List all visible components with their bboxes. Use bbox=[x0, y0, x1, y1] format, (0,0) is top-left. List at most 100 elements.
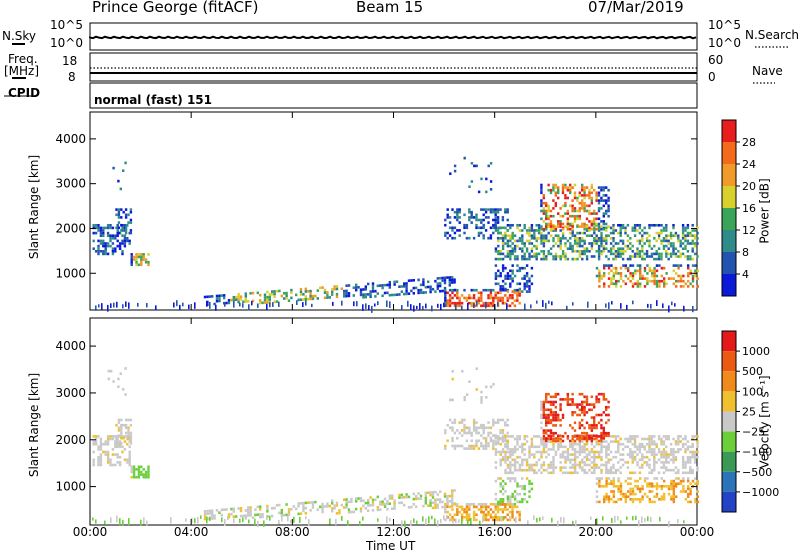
velocity-cell bbox=[540, 455, 543, 459]
power-cell bbox=[660, 239, 663, 243]
power-cell bbox=[499, 287, 502, 291]
power-cell bbox=[651, 279, 654, 283]
velocity-cell bbox=[431, 493, 435, 497]
velocity-cell bbox=[203, 515, 207, 518]
power-cell bbox=[227, 299, 231, 302]
power-cell bbox=[621, 250, 625, 253]
velocity-cell bbox=[595, 434, 598, 438]
velocity-cell bbox=[653, 463, 656, 467]
power-cell bbox=[422, 280, 425, 284]
velocity-cell bbox=[398, 501, 401, 505]
power-cell bbox=[371, 282, 375, 285]
velocity-cell bbox=[290, 519, 292, 523]
velocity-cell bbox=[629, 437, 632, 441]
velocity-cell bbox=[94, 440, 98, 443]
velocity-cell bbox=[689, 490, 692, 493]
power-cell bbox=[458, 296, 461, 300]
velocity-cell bbox=[484, 439, 488, 443]
power-cell bbox=[516, 224, 519, 227]
velocity-cell bbox=[583, 405, 586, 409]
power-cell bbox=[444, 304, 447, 308]
power-cell bbox=[242, 303, 244, 308]
velocity-cell bbox=[496, 503, 500, 506]
power-cell bbox=[446, 301, 449, 305]
velocity-cell bbox=[254, 513, 257, 517]
power-cell bbox=[513, 239, 517, 243]
power-cell bbox=[494, 216, 497, 219]
power-cell bbox=[501, 252, 505, 256]
power-cell bbox=[470, 210, 473, 214]
power-cell bbox=[511, 264, 514, 267]
power-cell bbox=[444, 299, 447, 302]
velocity-cell bbox=[506, 471, 510, 475]
power-cell bbox=[451, 208, 454, 211]
velocity-cell bbox=[117, 421, 121, 424]
velocity-cell bbox=[304, 501, 307, 505]
velocity-cell bbox=[211, 517, 214, 520]
power-cell bbox=[509, 224, 512, 227]
velocity-cell bbox=[97, 435, 100, 438]
velocity-cell bbox=[468, 508, 471, 511]
velocity-cell bbox=[576, 442, 579, 446]
velocity-cell bbox=[595, 495, 599, 498]
velocity-cell bbox=[211, 512, 214, 515]
power-cell bbox=[468, 216, 471, 219]
power-cell bbox=[494, 247, 498, 250]
power-cell bbox=[102, 239, 105, 243]
power-cell bbox=[549, 188, 553, 192]
power-cell bbox=[551, 301, 553, 306]
power-cell bbox=[261, 301, 264, 305]
power-cell bbox=[398, 293, 401, 296]
velocity-cell bbox=[549, 440, 553, 443]
power-cell bbox=[259, 293, 262, 297]
power-cell bbox=[653, 224, 656, 227]
velocity-cell bbox=[120, 426, 123, 430]
velocity-cell bbox=[506, 498, 510, 501]
power-cell bbox=[513, 304, 517, 308]
velocity-cell bbox=[114, 453, 117, 456]
velocity-cell bbox=[292, 505, 295, 508]
velocity-cell bbox=[239, 509, 243, 513]
velocity-cell bbox=[620, 520, 622, 524]
power-cell bbox=[629, 255, 632, 258]
velocity-cell bbox=[607, 442, 610, 446]
velocity-cell bbox=[547, 466, 550, 469]
power-cell bbox=[125, 301, 127, 307]
power-cell bbox=[569, 242, 572, 245]
velocity-cell bbox=[593, 458, 596, 462]
power-cell bbox=[97, 229, 100, 232]
velocity-cell bbox=[665, 455, 668, 459]
velocity-cell bbox=[376, 506, 379, 509]
power-cell bbox=[655, 279, 659, 283]
velocity-cell bbox=[571, 458, 574, 462]
power-cell bbox=[557, 196, 560, 200]
power-cell bbox=[645, 252, 649, 256]
power-cell bbox=[345, 289, 348, 293]
velocity-cell bbox=[667, 435, 670, 438]
velocity-cell bbox=[573, 442, 577, 446]
power-cell bbox=[686, 234, 690, 237]
velocity-cell bbox=[583, 395, 586, 399]
power-cell bbox=[679, 255, 682, 258]
velocity-cell bbox=[679, 440, 682, 443]
velocity-cell bbox=[566, 458, 570, 462]
velocity-cell bbox=[677, 435, 680, 438]
velocity-cell bbox=[653, 450, 656, 454]
power-cell bbox=[111, 252, 115, 256]
velocity-cell bbox=[451, 489, 454, 492]
velocity-cell bbox=[607, 471, 610, 475]
power-cell bbox=[506, 296, 509, 300]
power-cell bbox=[564, 204, 567, 208]
power-cell bbox=[470, 162, 474, 165]
power-cell bbox=[590, 212, 593, 215]
power-cell bbox=[463, 213, 466, 217]
power-cell bbox=[540, 239, 543, 243]
power-cell bbox=[123, 242, 127, 245]
velocity-cell bbox=[499, 482, 502, 485]
velocity-cell bbox=[235, 515, 238, 518]
velocity-cell bbox=[499, 508, 502, 511]
velocity-cell bbox=[501, 429, 505, 432]
power-cell bbox=[307, 297, 310, 301]
velocity-cell bbox=[480, 503, 483, 506]
velocity-cell bbox=[428, 516, 430, 524]
